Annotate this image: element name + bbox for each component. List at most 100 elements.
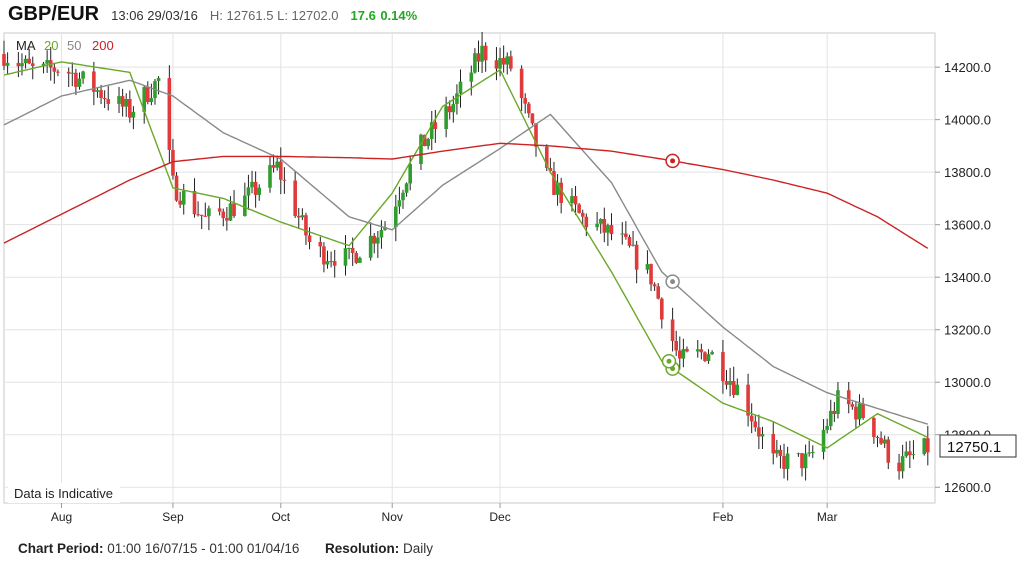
candlesticks — [2, 31, 930, 481]
x-tick-label: Oct — [271, 510, 290, 524]
candle-body — [458, 81, 463, 94]
candle-body — [821, 429, 826, 452]
candle-body — [383, 227, 387, 230]
candle-body — [527, 103, 531, 114]
candle-body — [332, 261, 337, 266]
candle-body — [900, 456, 905, 472]
axes: 12600.012800.013000.013200.013400.013600… — [51, 60, 991, 524]
change: 17.6 0.14% — [351, 7, 418, 25]
high-low: H: 12761.5 L: 12702.0 — [209, 8, 339, 23]
candle-body — [419, 134, 423, 165]
candle-body — [796, 453, 801, 455]
candle-body — [300, 215, 305, 218]
candle-body — [836, 390, 840, 414]
candle-body — [246, 187, 251, 196]
candle-body — [74, 72, 78, 87]
candle-body — [505, 56, 510, 65]
candle-body — [444, 106, 448, 130]
candle-body — [95, 90, 100, 92]
candle-body — [606, 225, 610, 233]
candle-body — [16, 62, 21, 67]
candle-body — [785, 453, 790, 469]
indicative-note: Data is Indicative — [14, 486, 113, 501]
candle-body — [476, 53, 481, 62]
candle-body — [422, 134, 427, 147]
candle-body — [203, 215, 208, 217]
ma50-line — [3, 79, 929, 425]
candle-body — [307, 235, 312, 243]
candle-body — [800, 453, 804, 469]
candle-body — [196, 214, 200, 216]
candle-body — [171, 149, 175, 176]
candle-body — [178, 200, 182, 205]
candle-body — [699, 349, 704, 353]
candle-body — [850, 404, 855, 407]
candle-body — [598, 219, 603, 224]
candle-body — [41, 63, 46, 66]
candle-body — [2, 54, 6, 66]
x-tick-label: Aug — [51, 510, 72, 524]
candle-body — [429, 122, 434, 140]
candle-body — [494, 60, 499, 69]
candle-body — [685, 348, 689, 352]
candle-body — [404, 183, 409, 193]
y-tick-label: 12600.0 — [944, 480, 991, 495]
candle-body — [879, 437, 883, 444]
period-label: Chart Period: — [18, 541, 104, 556]
candle-body — [904, 451, 909, 457]
candle-body — [368, 235, 373, 258]
candle-body — [199, 214, 204, 216]
candle-body — [559, 182, 563, 204]
candle-body — [30, 63, 35, 66]
chart-header: GBP/EUR 13:06 29/03/16 H: 12761.5 L: 127… — [8, 3, 417, 29]
candle-body — [728, 381, 732, 385]
candle-body — [401, 192, 405, 201]
candle-body — [124, 99, 129, 107]
candle-body — [854, 406, 858, 420]
ma20-marker-dot — [666, 358, 672, 364]
candle-body — [372, 235, 377, 244]
ma20-line — [3, 61, 929, 449]
candle-body — [548, 168, 553, 172]
candle-body — [99, 90, 103, 98]
y-tick-label: 13600.0 — [944, 218, 991, 233]
candle-body — [408, 164, 412, 184]
ma-legend: MA 20 50 200 — [16, 38, 114, 53]
candle-body — [573, 196, 578, 205]
candle-body — [530, 113, 535, 124]
candle-body — [480, 45, 484, 62]
x-tick-label: Feb — [713, 510, 734, 524]
moving-averages — [3, 61, 929, 449]
candle-body — [778, 449, 783, 456]
candle-body — [23, 58, 28, 64]
candle-body — [228, 203, 233, 221]
candle-body — [131, 111, 136, 118]
last-price-tag: 12750.1 — [939, 434, 1017, 458]
candle-body — [257, 187, 262, 195]
candle-body — [128, 99, 132, 118]
candle-body — [584, 216, 589, 228]
candle-body — [66, 71, 71, 74]
candle-body — [358, 257, 362, 263]
candle-body — [117, 96, 121, 104]
candle-body — [695, 349, 700, 352]
candle-body — [77, 78, 82, 87]
candle-body — [656, 286, 661, 299]
candle-body — [5, 62, 10, 66]
candle-body — [318, 242, 323, 247]
candle-body — [670, 319, 675, 341]
candle-body — [181, 190, 186, 205]
candle-body — [447, 106, 452, 113]
candle-body — [27, 58, 31, 64]
candle-body — [282, 179, 287, 181]
candle-body — [627, 236, 632, 246]
x-tick-label: Sep — [162, 510, 184, 524]
resolution-value: Daily — [403, 541, 434, 556]
chart-footer: Chart Period: 01:00 16/07/15 - 01:00 01/… — [18, 541, 433, 556]
candle-body — [81, 71, 85, 79]
candle-body — [106, 99, 111, 104]
candle-body — [555, 182, 560, 195]
candle-body — [293, 180, 297, 217]
candle-body — [278, 161, 283, 180]
